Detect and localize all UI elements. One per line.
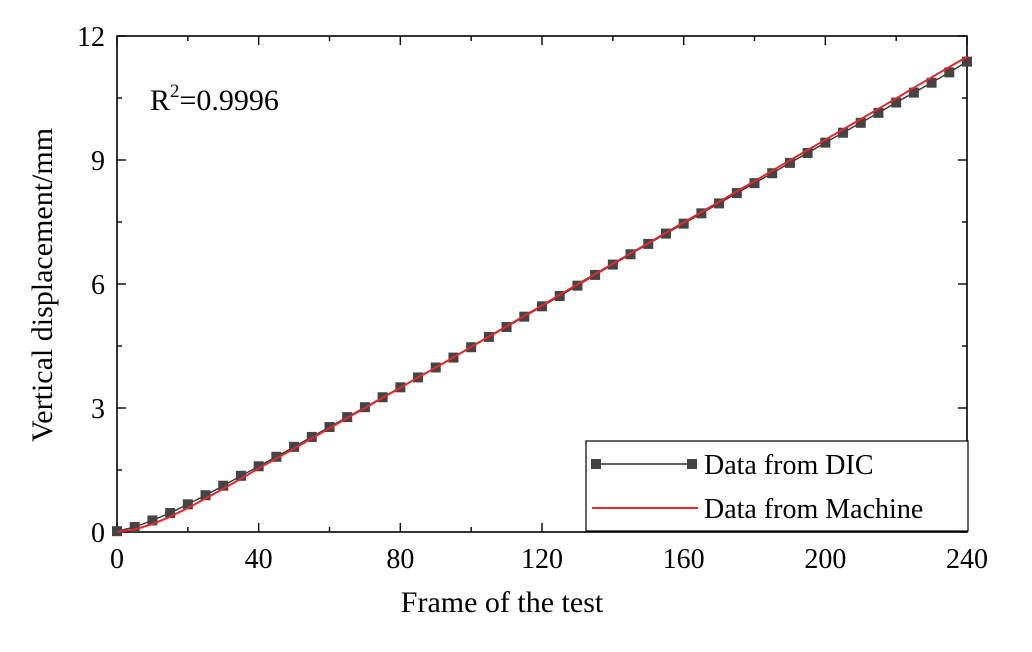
r-squared-value: =0.9996 bbox=[180, 84, 279, 117]
dic-data-point bbox=[678, 218, 689, 229]
dic-data-point bbox=[200, 490, 211, 501]
legend: Data from DIC Data from Machine bbox=[585, 440, 969, 532]
x-tick-label: 160 bbox=[663, 544, 705, 575]
legend-dic-label: Data from DIC bbox=[704, 450, 874, 481]
x-tick-label: 240 bbox=[946, 544, 988, 575]
x-tick-label: 200 bbox=[804, 544, 846, 575]
dic-data-point bbox=[714, 198, 725, 209]
dic-data-point bbox=[891, 97, 902, 108]
dic-data-point bbox=[873, 107, 884, 118]
dic-data-point bbox=[218, 480, 229, 491]
y-tick-label: 0 bbox=[91, 518, 105, 549]
dic-data-point bbox=[926, 77, 937, 88]
r-squared-annotation: R2=0.9996 bbox=[150, 81, 279, 117]
dic-data-point bbox=[696, 208, 707, 219]
dic-data-point bbox=[731, 188, 742, 199]
dic-data-point bbox=[962, 56, 972, 67]
dic-data-point bbox=[235, 470, 246, 481]
dic-data-point bbox=[182, 499, 193, 510]
legend-machine-label: Data from Machine bbox=[704, 494, 923, 525]
y-tick-label: 9 bbox=[91, 146, 105, 177]
dic-data-point bbox=[147, 515, 158, 526]
dic-data-point bbox=[820, 137, 831, 148]
y-tick-label: 12 bbox=[77, 22, 105, 53]
x-tick-label: 80 bbox=[386, 544, 414, 575]
dic-data-point bbox=[253, 461, 264, 472]
dic-data-point bbox=[572, 280, 583, 291]
dic-data-point bbox=[784, 157, 795, 168]
dic-data-point bbox=[908, 87, 919, 98]
dic-data-point bbox=[306, 431, 317, 442]
legend-dic-marker-right bbox=[687, 459, 697, 469]
dic-data-point bbox=[554, 290, 565, 301]
dic-data-point bbox=[129, 522, 140, 533]
dic-data-point bbox=[165, 507, 176, 518]
axis-ticks: 0 40 80 120 160 200 240 0 3 6 9 12 bbox=[77, 22, 988, 575]
y-tick-label: 6 bbox=[91, 270, 105, 301]
machine-series-line bbox=[116, 55, 968, 533]
legend-box bbox=[585, 440, 969, 532]
dic-data-point bbox=[802, 147, 813, 158]
x-axis-title: Frame of the test bbox=[401, 586, 604, 619]
dic-data-point bbox=[944, 67, 955, 78]
dic-data-point bbox=[289, 441, 300, 452]
dic-data-point bbox=[749, 178, 760, 189]
y-tick-label: 3 bbox=[91, 394, 105, 425]
r-squared-base: R bbox=[150, 84, 170, 117]
series-layer bbox=[112, 55, 972, 537]
dic-data-point bbox=[324, 422, 335, 433]
r-squared-superscript: 2 bbox=[170, 81, 180, 102]
dic-data-point bbox=[767, 168, 778, 179]
dic-data-point bbox=[838, 127, 849, 138]
x-tick-label: 40 bbox=[245, 544, 273, 575]
x-tick-label: 0 bbox=[110, 544, 124, 575]
y-axis-title: Vertical displacement/mm bbox=[26, 128, 59, 442]
dic-data-point bbox=[855, 117, 866, 128]
dic-data-point bbox=[271, 451, 282, 462]
legend-dic-marker-left bbox=[591, 459, 601, 469]
x-tick-label: 120 bbox=[521, 544, 563, 575]
